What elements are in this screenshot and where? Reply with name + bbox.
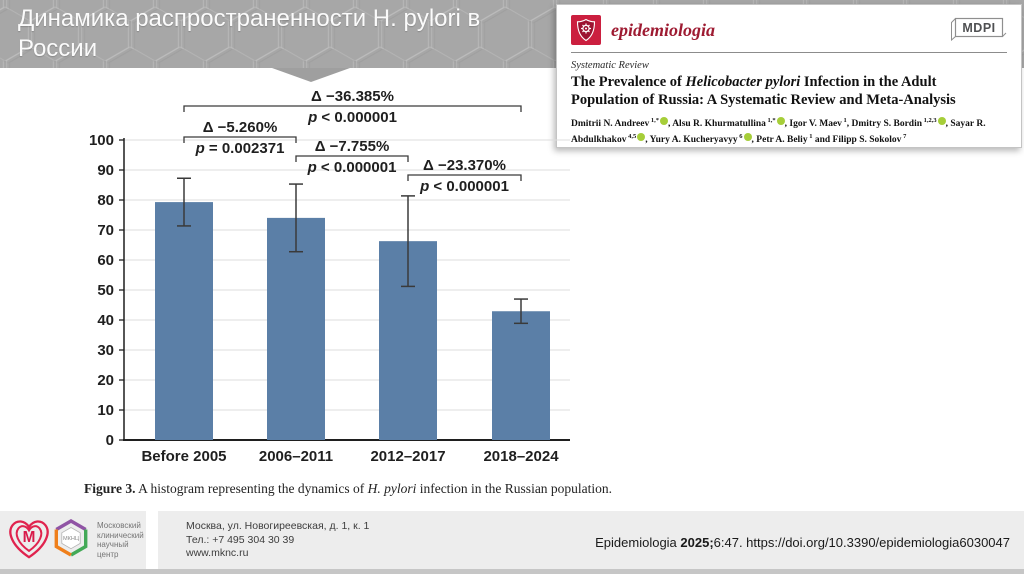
article-title: The Prevalence of Helicobacter pylori In… — [571, 73, 1007, 109]
author-name: Sayar R. Abdulkhakov — [571, 119, 986, 145]
y-tick-label: 30 — [97, 342, 114, 359]
heart-logo-letter: М — [23, 528, 36, 545]
author-affiliation-sup: 4,5 — [626, 132, 637, 140]
slide-footer: М МКНЦ Московский клинический научный це… — [0, 511, 1024, 569]
y-tick-label: 70 — [97, 222, 114, 239]
orcid-icon — [776, 117, 785, 126]
y-tick-label: 100 — [89, 132, 114, 149]
y-tick-label: 60 — [97, 252, 114, 269]
significance-bracket — [183, 105, 522, 112]
mknc-heart-logo: М — [6, 515, 52, 566]
article-type: Systematic Review — [571, 60, 649, 71]
author-name: Alsu R. Khurmatullina — [672, 119, 766, 130]
article-title-species: Helicobacter pylori — [685, 74, 801, 90]
y-tick-label: 80 — [97, 192, 114, 209]
delta-label: Δ −36.385% — [311, 88, 394, 105]
citation-doi-link[interactable]: 6:47. https://doi.org/10.3390/epidemiolo… — [713, 535, 1010, 550]
x-axis-label: 2006–2011 — [259, 448, 333, 465]
delta-label: Δ −5.260% — [203, 119, 278, 136]
prevalence-chart: 0 10 20 30 40 50 60 70 80 90 100 Before 2005 2006–20… — [89, 88, 570, 465]
website-link[interactable]: www.mknc.ru — [186, 547, 249, 559]
p-value-label: p < 0.000001 — [419, 178, 509, 195]
citation-journal: Epidemiologia — [595, 535, 681, 550]
author-affiliation-sup: 1 — [807, 132, 813, 140]
footer-org-block: М МКНЦ Московский клинический научный це… — [0, 511, 146, 569]
y-tick-label: 0 — [106, 432, 114, 449]
mknc-hexagon-logo: МКНЦ — [52, 517, 90, 564]
authors-line: Dmitrii N. Andreev 1,*, Alsu R. Khurmatu… — [571, 117, 986, 145]
author-name: Yury A. Kucheryavyy — [649, 134, 738, 145]
org-name-line: Московский — [97, 521, 141, 530]
x-axis-label: 2012–2017 — [370, 448, 445, 465]
citation: Epidemiologia 2025;6:47. https://doi.org… — [595, 535, 1010, 550]
y-tick-label: 10 — [97, 402, 114, 419]
author-name: Filipp S. Sokolov — [832, 134, 902, 145]
chart-figure: 0 10 20 30 40 50 60 70 80 90 100 Before 2005 2006–20… — [78, 86, 578, 471]
author-name: Petr A. Beliy — [756, 134, 808, 145]
caption-label: Figure 3. — [84, 481, 136, 496]
x-axis-label: Before 2005 — [141, 448, 226, 465]
author-name: Dmitrii N. Andreev — [571, 119, 650, 130]
significance-bracket — [183, 136, 297, 143]
org-name-line: клинический — [97, 530, 144, 540]
significance-bracket — [295, 155, 409, 162]
author-name: Igor V. Maev — [789, 119, 842, 130]
author-affiliation-sup: 1,* — [765, 117, 776, 124]
bar — [155, 202, 213, 440]
author-name: Dmitry S. Bordin — [851, 119, 922, 130]
p-value-label: p < 0.000001 — [307, 109, 397, 126]
bar — [492, 311, 550, 440]
journal-name: epidemiologia — [611, 19, 715, 40]
p-value-label: p < 0.000001 — [307, 159, 397, 176]
mdpi-logo: MDPI — [949, 15, 1007, 46]
org-name-line: научный центр — [97, 540, 129, 559]
epidemiologia-shield-icon — [571, 15, 601, 45]
author-affiliation-sup: 1,2,3 — [922, 117, 937, 124]
delta-label: Δ −23.370% — [423, 157, 506, 174]
journal-header-card: epidemiologia MDPI Systematic Review The… — [556, 4, 1022, 148]
delta-label: Δ −7.755% — [315, 138, 390, 155]
journal-header-rule — [571, 52, 1007, 53]
hexagon-logo-text: МКНЦ — [63, 536, 80, 542]
author-affiliation-sup: 6 — [737, 132, 743, 140]
caption-text-1: A histogram representing the dynamics of — [135, 481, 368, 496]
org-name: Московский клинический научный центр — [97, 521, 146, 559]
address-line: Москва, ул. Новогиреевская, д. 1, к. 1 — [186, 520, 370, 532]
orcid-icon — [637, 132, 646, 141]
citation-year: 2025; — [680, 535, 714, 550]
journal-logo-row: epidemiologia MDPI — [571, 14, 1007, 46]
orcid-icon — [743, 132, 752, 141]
address: Москва, ул. Новогиреевская, д. 1, к. 1 Т… — [186, 520, 369, 561]
author-affiliation-sup: 1 — [841, 117, 847, 124]
slide-title: Динамика распространенности H. pylori в … — [18, 5, 481, 62]
significance-bracket — [407, 174, 522, 181]
caption-text-2: infection in the Russian population. — [416, 481, 613, 496]
mdpi-logo-text: MDPI — [962, 21, 995, 35]
y-tick-label: 40 — [97, 312, 114, 329]
author-affiliation-sup: 1,* — [649, 117, 659, 124]
bottom-strip — [0, 569, 1024, 574]
orcid-icon — [937, 117, 946, 126]
figure-caption: Figure 3. A histogram representing the d… — [84, 481, 724, 497]
phone-line: Тел.: +7 495 304 30 39 — [186, 533, 295, 546]
y-tick-label: 90 — [97, 162, 114, 179]
y-tick-label: 20 — [97, 372, 114, 389]
x-axis-label: 2018–2024 — [483, 448, 559, 465]
footer-contact-block: Москва, ул. Новогиреевская, д. 1, к. 1 Т… — [158, 511, 1024, 569]
header-notch-triangle — [272, 68, 350, 82]
bar — [267, 217, 325, 440]
p-value-label: p = 0.002371 — [195, 140, 285, 157]
article-title-suffix: Infection in the Adult Population of Rus… — [571, 74, 956, 108]
orcid-icon — [659, 117, 668, 126]
y-tick-label: 50 — [97, 282, 114, 299]
article-title-prefix: The Prevalence of — [571, 74, 686, 90]
caption-species: H. pylori — [367, 481, 417, 496]
author-affiliation-sup: 7 — [901, 132, 907, 140]
